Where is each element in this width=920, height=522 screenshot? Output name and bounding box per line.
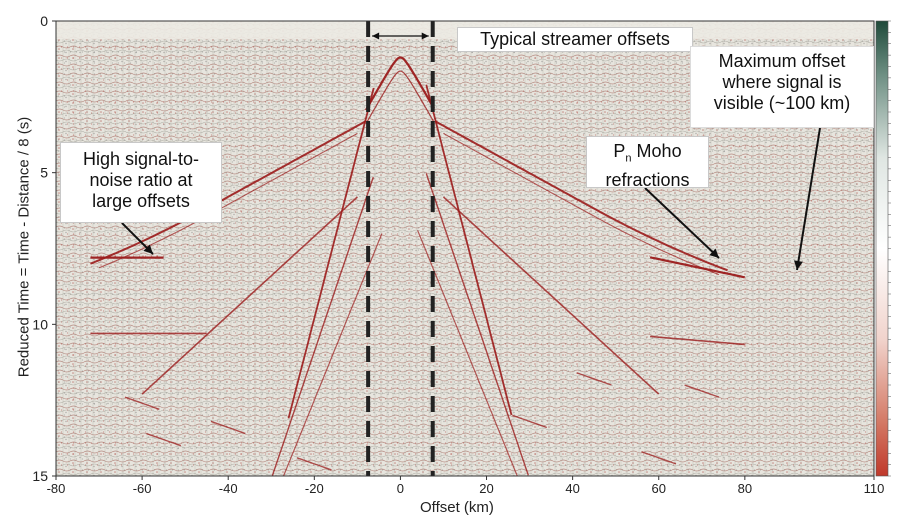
reflection-right-10s bbox=[650, 335, 745, 346]
first-arrival-right-2 bbox=[443, 132, 720, 276]
x-tick-label: -20 bbox=[305, 481, 324, 496]
multiple-right bbox=[442, 196, 660, 395]
water-wave-right-2 bbox=[425, 173, 529, 476]
pn-arrow-head bbox=[709, 248, 719, 258]
arrow-head-right bbox=[421, 32, 429, 40]
x-tick-label: -40 bbox=[219, 481, 238, 496]
water-wave-left bbox=[287, 87, 375, 419]
pn-moho-annotation: Pn Moho refractions bbox=[586, 136, 709, 190]
x-axis: -80 -60 -40 -20 0 20 40 60 80 110 bbox=[47, 476, 885, 496]
first-arrival-left-2 bbox=[98, 132, 358, 269]
scatter-segment bbox=[512, 414, 548, 429]
max-offset-arrow bbox=[796, 127, 821, 271]
max-offset-arrow-head bbox=[793, 260, 803, 270]
y-axis: 0 5 10 15 bbox=[32, 13, 56, 484]
x-tick-label: 80 bbox=[738, 481, 752, 496]
apex-hyperbola bbox=[365, 56, 435, 111]
water-wave-right bbox=[425, 84, 513, 416]
maxoff-line-3: visible (~100 km) bbox=[713, 93, 851, 113]
x-tick-label: 110 bbox=[864, 481, 885, 496]
pn-subscript: n bbox=[625, 152, 632, 165]
y-tick-label: 0 bbox=[40, 13, 48, 29]
scatter-segment bbox=[146, 432, 182, 447]
arrow-head-left bbox=[372, 32, 380, 40]
overlays bbox=[121, 21, 821, 476]
x-tick-label: 60 bbox=[652, 481, 666, 496]
x-tick-label: -80 bbox=[47, 481, 66, 496]
seismic-arrivals bbox=[90, 56, 746, 476]
snr-line-1: High signal-to- bbox=[82, 149, 200, 169]
y-tick-label: 15 bbox=[32, 468, 48, 484]
y-tick-label: 5 bbox=[40, 165, 48, 181]
water-wave-left-2 bbox=[271, 176, 374, 476]
max-offset-annotation: Maximum offset where signal is visible (… bbox=[690, 46, 874, 128]
scatter-segment bbox=[296, 457, 332, 471]
scatter-segment bbox=[641, 451, 677, 465]
streamer-offsets-label: Typical streamer offsets bbox=[457, 27, 693, 52]
y-axis-title: Reduced Time = Time - Distance / 8 (s) bbox=[15, 116, 33, 378]
x-tick-label: 40 bbox=[565, 481, 579, 496]
y-tick-label: 10 bbox=[32, 316, 48, 332]
first-arrival-left bbox=[90, 120, 367, 265]
plot-frame bbox=[55, 20, 875, 477]
apex-hyperbola-2 bbox=[365, 70, 435, 124]
snr-line-3: large offsets bbox=[92, 191, 190, 211]
scatter-segment bbox=[210, 420, 246, 435]
snr-annotation: High signal-to- noise ratio at large off… bbox=[60, 142, 222, 223]
scatter-segment bbox=[124, 396, 160, 410]
first-arrival-right bbox=[434, 120, 728, 272]
scatter-segment bbox=[684, 384, 720, 398]
x-tick-label: 0 bbox=[397, 481, 404, 496]
x-tick-label: -60 bbox=[133, 481, 152, 496]
maxoff-line-2: where signal is bbox=[722, 72, 842, 92]
snr-line-2: noise ratio at bbox=[89, 170, 193, 190]
snr-arrow-head bbox=[143, 244, 153, 254]
pn-arrow bbox=[644, 187, 720, 259]
colorbar bbox=[875, 20, 891, 477]
x-tick-label: 20 bbox=[479, 481, 493, 496]
pn-right bbox=[649, 256, 746, 279]
pn-moho-word: Moho bbox=[631, 141, 682, 161]
water-wave-left-3 bbox=[282, 233, 383, 476]
x-axis-title: Offset (km) bbox=[420, 499, 494, 516]
maxoff-line-1: Maximum offset bbox=[718, 51, 846, 71]
pn-line-2: refractions bbox=[605, 169, 690, 190]
scatter-segment bbox=[576, 372, 612, 386]
multiple-left bbox=[141, 196, 358, 395]
pn-symbol: P bbox=[613, 141, 626, 161]
